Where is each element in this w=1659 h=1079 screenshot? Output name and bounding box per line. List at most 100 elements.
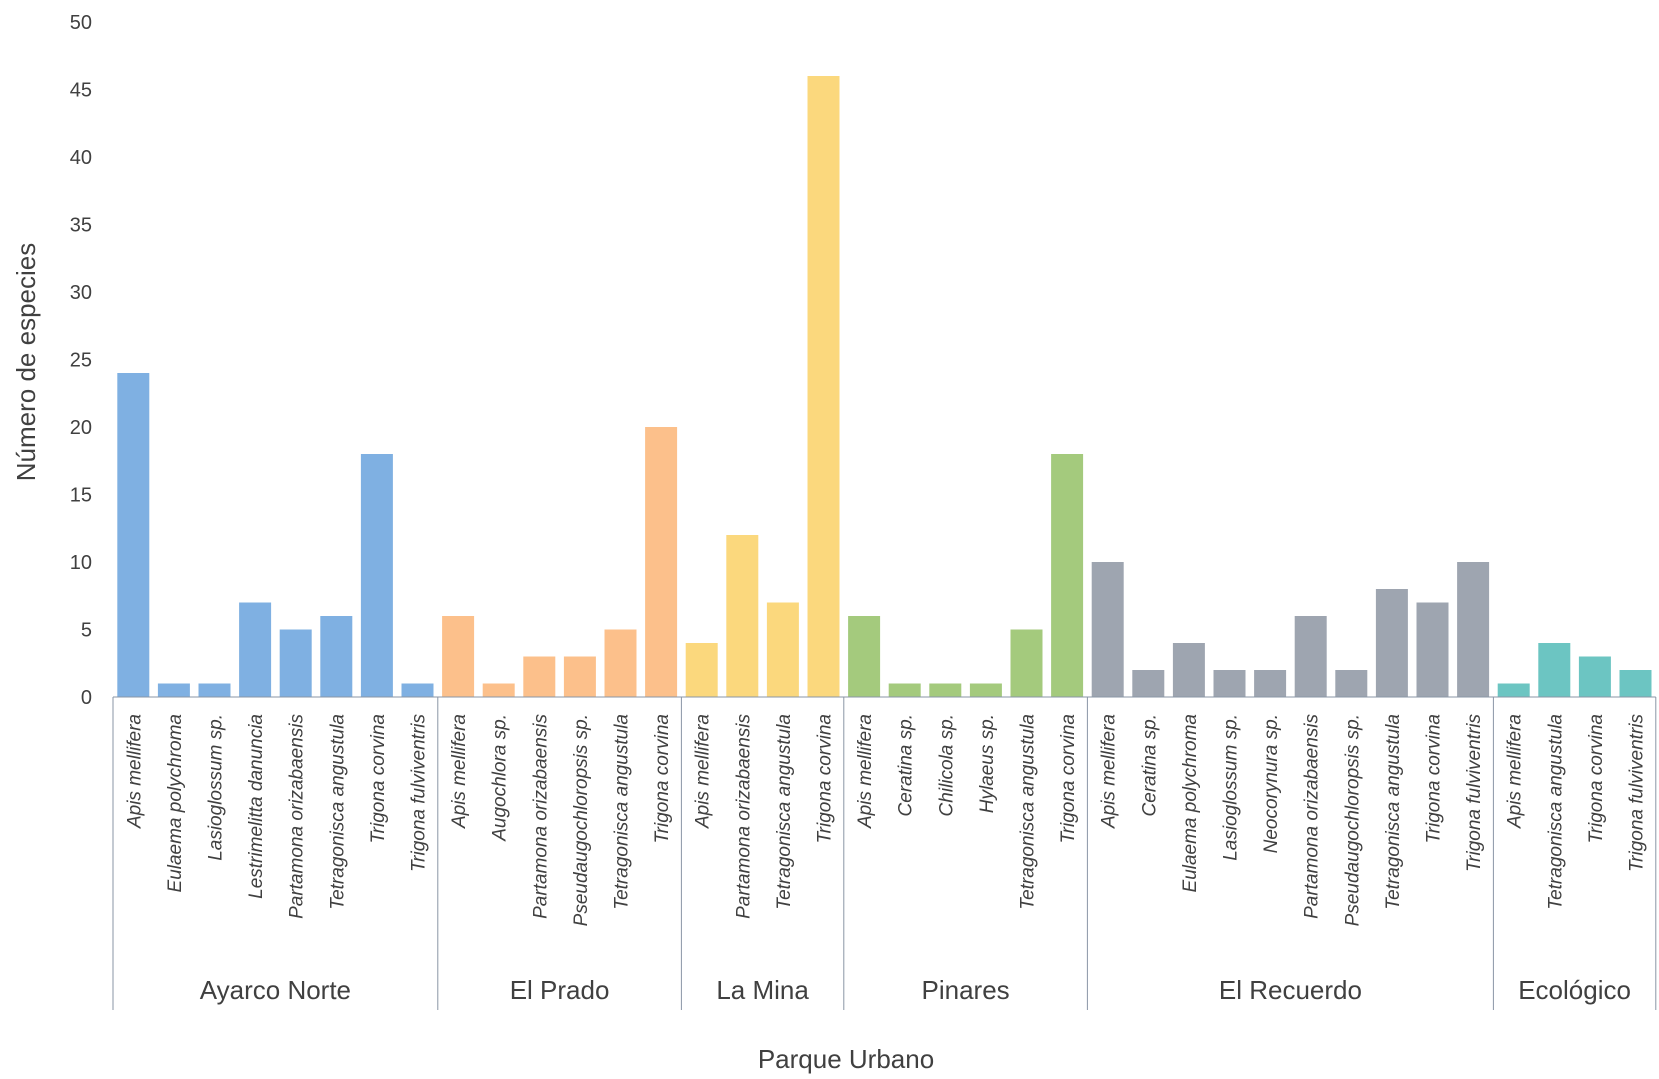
y-tick-label: 5	[81, 620, 92, 642]
category-label: Apis mellifera	[855, 714, 876, 829]
group-label: El Prado	[510, 975, 610, 1005]
category-label: Ceratina sp.	[1139, 714, 1160, 816]
category-label: Trigona corvina	[1586, 714, 1607, 844]
bar	[807, 76, 840, 697]
bar	[442, 616, 475, 697]
category-label: Apis mellifera	[1505, 714, 1526, 829]
bar	[604, 629, 637, 697]
category-label: Hylaeus sp.	[977, 714, 998, 813]
category-label: Eulaema polychroma	[165, 714, 186, 892]
bar	[726, 535, 759, 697]
category-label: Apis mellifera	[693, 714, 714, 829]
bar	[1538, 643, 1571, 697]
category-label: Partamona orizabaensis	[733, 714, 754, 919]
bar	[929, 683, 962, 697]
y-tick-label: 15	[70, 485, 92, 507]
bar	[1172, 643, 1205, 697]
group-label: Ayarco Norte	[200, 975, 351, 1005]
y-tick-label: 50	[70, 12, 92, 34]
bar	[766, 602, 799, 697]
bar	[360, 454, 393, 697]
category-label: Tetragonisca angustula	[1545, 714, 1566, 910]
category-label: Neocorynura sp.	[1261, 714, 1282, 853]
category-label: Trigona corvina	[1058, 714, 1079, 844]
group-labels: Ayarco Norte El Prado La Mina Pinares El Rec…	[200, 975, 1631, 1005]
y-axis-title: Número de especies	[11, 243, 41, 481]
y-tick-label: 0	[81, 687, 92, 709]
group-label: Pinares	[922, 975, 1010, 1005]
category-label: Lestrimelitta danuncia	[246, 714, 267, 899]
y-tick-label: 45	[70, 80, 92, 102]
bar	[969, 683, 1002, 697]
group-label: La Mina	[716, 975, 809, 1005]
y-tick-label: 40	[70, 147, 92, 169]
bar	[1457, 562, 1490, 697]
category-label: Tetragonisca angustula	[1383, 714, 1404, 910]
bar	[1132, 670, 1165, 697]
bar	[1213, 670, 1246, 697]
bar	[1578, 656, 1611, 697]
category-label: Tetragonisca angustula	[327, 714, 348, 910]
category-label: Apis mellifera	[449, 714, 470, 829]
category-label: Partamona orizabaensis	[287, 714, 308, 919]
bar	[685, 643, 718, 697]
y-axis-ticks: 0 5 10 15 20 25 30 35 40 45 50	[70, 12, 92, 709]
category-label: Trigona fulviventris	[1627, 714, 1648, 873]
bar	[401, 683, 434, 697]
category-label: Ceratina sp.	[896, 714, 917, 816]
bar	[848, 616, 881, 697]
category-label: Augochlora sp.	[490, 714, 511, 842]
category-label: Lasioglossum sp.	[206, 714, 227, 861]
bar	[1375, 589, 1408, 697]
category-label: Trigona fulviventris	[409, 714, 430, 873]
bar	[279, 629, 312, 697]
bar	[1416, 602, 1449, 697]
bar	[563, 656, 596, 697]
group-label: El Recuerdo	[1219, 975, 1362, 1005]
bar	[117, 373, 150, 697]
category-label: Pseudaugochloropsis sp.	[571, 714, 592, 926]
bar	[1335, 670, 1368, 697]
bar	[1010, 629, 1043, 697]
bar	[888, 683, 921, 697]
bar	[1294, 616, 1327, 697]
x-axis-title: Parque Urbano	[758, 1044, 934, 1074]
category-label: Chilicola sp.	[936, 714, 957, 816]
bar	[1051, 454, 1084, 697]
group-label: Ecológico	[1518, 975, 1631, 1005]
category-label: Trigona corvina	[1424, 714, 1445, 844]
category-label: Partamona orizabaensis	[530, 714, 551, 919]
y-tick-label: 20	[70, 417, 92, 439]
bars	[117, 76, 1652, 697]
category-label: Lasioglossum sp.	[1221, 714, 1242, 861]
bar	[1619, 670, 1652, 697]
category-label: Trigona corvina	[368, 714, 389, 844]
bar	[320, 616, 353, 697]
category-label: Partamona orizabaensis	[1302, 714, 1323, 919]
bar	[1254, 670, 1287, 697]
category-label: Apis mellifera	[1099, 714, 1120, 829]
bar	[157, 683, 190, 697]
group-dividers	[112, 696, 1657, 1010]
bar	[198, 683, 231, 697]
bar	[1091, 562, 1124, 697]
y-tick-label: 10	[70, 552, 92, 574]
y-tick-label: 25	[70, 350, 92, 372]
bar	[482, 683, 515, 697]
category-label: Trigona corvina	[815, 714, 836, 844]
y-tick-label: 30	[70, 282, 92, 304]
category-label: Tetragonisca angustula	[774, 714, 795, 910]
category-labels: Apis mellifera Eulaema polychroma Lasioglo…	[124, 714, 1647, 927]
category-label: Tetragonisca angustula	[612, 714, 633, 910]
category-label: Apis mellifera	[124, 714, 145, 829]
bar	[1497, 683, 1530, 697]
bar	[645, 427, 678, 697]
category-label: Pseudaugochloropsis sp.	[1342, 714, 1363, 926]
bar	[523, 656, 556, 697]
bar	[239, 602, 272, 697]
category-label: Eulaema polychroma	[1180, 714, 1201, 892]
category-label: Trigona fulviventris	[1464, 714, 1485, 873]
category-label: Trigona corvina	[652, 714, 673, 844]
category-label: Tetragonisca angustula	[1018, 714, 1039, 910]
